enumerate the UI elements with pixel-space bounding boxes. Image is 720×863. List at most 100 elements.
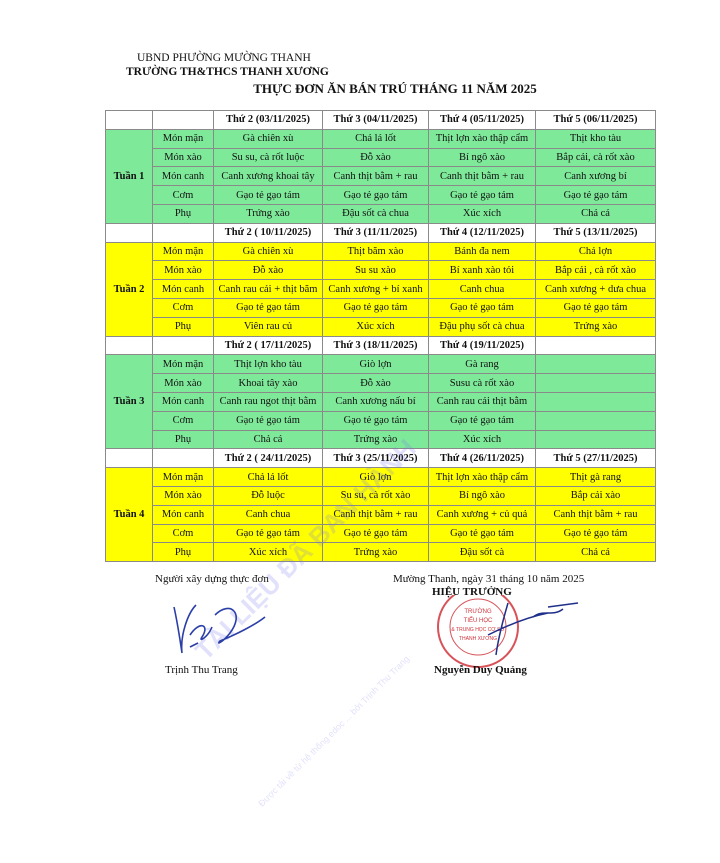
week-label: Tuần 3 [105, 354, 153, 450]
dish-cell: Xúc xích [322, 316, 429, 337]
week-header-row: Thứ 2 ( 17/11/2025) Thứ 3 (18/11/2025) Thứ… [105, 335, 656, 356]
day-header: Thứ 5 (06/11/2025) [535, 110, 656, 130]
table-row: Cơm Gạo tẻ gạo tám Gạo tẻ gạo tám Gạo tẻ gạ… [106, 185, 656, 205]
table-row: Tuần 4 Món mặn Chả lá lốt Giò lợn Thịt lợn x… [105, 467, 656, 563]
dish-cell: Chả cá [535, 203, 656, 224]
empty-cell [105, 222, 153, 243]
dish-cell: Thịt lợn xào thập cẩm [428, 467, 536, 487]
menu-author-caption: Người xây dựng thực đơn [155, 573, 269, 585]
dish-cell: Bí xanh xào tỏi [428, 260, 536, 281]
dish-cell: Trứng xào [213, 203, 323, 224]
dish-cell: Gạo tẻ gạo tám [322, 297, 429, 318]
week-header-row: Thứ 2 (03/11/2025) Thứ 3 (04/11/2025) Thứ … [105, 110, 656, 130]
empty-cell [105, 448, 153, 469]
dish-category: Phụ [152, 316, 214, 337]
day-header: Thứ 3 (04/11/2025) [322, 110, 429, 130]
principal-title: HIỆU TRƯỞNG [432, 586, 512, 598]
principal-name: Nguyễn Duy Quảng [434, 664, 527, 676]
dish-cell: Gà chiên xù [213, 128, 323, 149]
dish-cell: Susu cà rốt xào [428, 373, 536, 393]
dish-cell: Thịt lợn xào thập cẩm [428, 128, 536, 149]
dish-cell: Bí ngô xào [428, 147, 536, 168]
dish-cell: Bánh đa nem [428, 241, 536, 262]
dish-cell: Gạo tẻ gạo tám [535, 297, 656, 318]
table-row: Phụ Trứng xào Đậu sốt cà chua Xúc xích Chả c… [106, 203, 656, 224]
dish-cell [535, 391, 656, 412]
dish-category: Món xào [152, 373, 214, 393]
dish-cell: Canh chua [213, 504, 323, 525]
stamp-line: TRƯỜNG [464, 608, 492, 615]
table-row: Món xào Đỗ luộc Su su, cà rốt xào Bí ngô xà… [106, 485, 656, 506]
table-row: Món canh Canh rau ngot thịt bằm Canh xương… [106, 391, 656, 412]
dish-cell: Đỗ xào [322, 373, 429, 393]
dish-cell [535, 354, 656, 375]
dish-cell: Chả lợn [535, 241, 656, 262]
dish-cell: Khoai tây xào [213, 373, 323, 393]
dish-cell: Chả cá [535, 542, 656, 563]
dish-cell: Trứng xào [322, 542, 429, 563]
table-row: Phụ Xúc xích Trứng xào Đậu sốt cà Chả cá [106, 542, 656, 563]
dish-category: Món mặn [152, 128, 214, 149]
dish-cell: Đỗ xào [213, 260, 323, 281]
dish-category: Phụ [152, 203, 214, 224]
dish-cell: Giò lợn [322, 354, 429, 375]
empty-cell [152, 448, 214, 469]
table-row: Món xào Đỗ xào Su su xào Bí xanh xào tỏi Bắp… [106, 260, 656, 281]
day-header [535, 335, 656, 356]
day-header: Thứ 4 (19/11/2025) [428, 335, 536, 356]
author-name: Trịnh Thu Trang [165, 664, 238, 676]
dish-cell: Chả lá lốt [322, 128, 429, 149]
dish-cell: Su su, cà rốt luộc [213, 147, 323, 168]
dish-cell [535, 373, 656, 393]
week-label: Tuần 1 [105, 128, 153, 224]
dish-cell: Canh xương bí [535, 166, 656, 187]
table-row: Cơm Gạo tẻ gạo tám Gạo tẻ gạo tám Gạo tẻ gạ… [106, 297, 656, 318]
dish-cell: Bắp cải, cà rốt xào [535, 147, 656, 168]
dish-category: Món canh [152, 504, 214, 525]
dish-cell: Canh chua [428, 279, 536, 299]
day-header: Thứ 2 ( 17/11/2025) [213, 335, 323, 356]
dish-cell: Gà chiên xù [213, 241, 323, 262]
dish-category: Món mặn [152, 354, 214, 375]
principal-stamp-signature: TRƯỜNG TIỂU HỌC & TRUNG HỌC CƠ SỞ THANH … [437, 595, 579, 668]
dish-category: Món xào [152, 485, 214, 506]
dish-cell: Gạo tẻ gạo tám [213, 297, 323, 318]
table-row: Món canh Canh xương khoai tây Canh thịt bằ… [106, 166, 656, 187]
dish-cell: Đỗ xào [322, 147, 429, 168]
day-header: Thứ 3 (25/11/2025) [322, 448, 429, 469]
dish-cell [535, 410, 656, 431]
dish-cell: Bắp cải xào [535, 485, 656, 506]
dish-category: Cơm [152, 523, 214, 544]
day-header: Thứ 2 ( 24/11/2025) [213, 448, 323, 469]
day-header: Thứ 2 (03/11/2025) [213, 110, 323, 130]
empty-cell [152, 335, 214, 356]
table-row: Phụ Chả cá Trứng xào Xúc xích [106, 429, 656, 450]
dish-cell: Canh thịt bằm + rau [428, 166, 536, 187]
stamp-line: THANH XƯƠNG [459, 636, 497, 642]
day-header: Thứ 4 (26/11/2025) [428, 448, 536, 469]
dish-category: Món xào [152, 260, 214, 281]
dish-cell: Bắp cải , cà rốt xào [535, 260, 656, 281]
dish-category: Cơm [152, 297, 214, 318]
dish-cell: Gạo tẻ gạo tám [428, 410, 536, 431]
dish-category: Món canh [152, 166, 214, 187]
dish-cell: Gạo tẻ gạo tám [428, 297, 536, 318]
dish-cell: Xúc xích [428, 429, 536, 450]
day-header: Thứ 5 (27/11/2025) [535, 448, 656, 469]
day-header: Thứ 3 (11/11/2025) [322, 222, 429, 243]
dish-cell: Canh xương + dưa chua [535, 279, 656, 299]
table-row: Món canh Canh chua Canh thịt bằm + rau Canh… [106, 504, 656, 525]
table-row: Cơm Gạo tẻ gạo tám Gạo tẻ gạo tám Gạo tẻ gạ… [106, 523, 656, 544]
watermark-subtext: Được tải về từ hệ thống edoc ... bởi Trị… [256, 653, 412, 809]
table-row: Món xào Su su, cà rốt luộc Đỗ xào Bí ngô xà… [106, 147, 656, 168]
table-row: Tuần 1 Món mặn Gà chiên xù Chả lá lốt Thịt l… [105, 128, 656, 224]
dish-cell: Canh xương khoai tây [213, 166, 323, 187]
dish-cell: Viên rau củ [213, 316, 323, 337]
table-row: Món xào Khoai tây xào Đỗ xào Susu cà rốt xà… [106, 373, 656, 393]
dish-category: Món mặn [152, 467, 214, 487]
dish-cell: Bí ngô xào [428, 485, 536, 506]
org-line-1: UBND PHƯỜNG MƯỜNG THANH [137, 52, 311, 64]
dish-cell: Thịt băm xào [322, 241, 429, 262]
dish-cell: Chả cá [213, 429, 323, 450]
dish-cell: Gạo tẻ gạo tám [213, 185, 323, 205]
